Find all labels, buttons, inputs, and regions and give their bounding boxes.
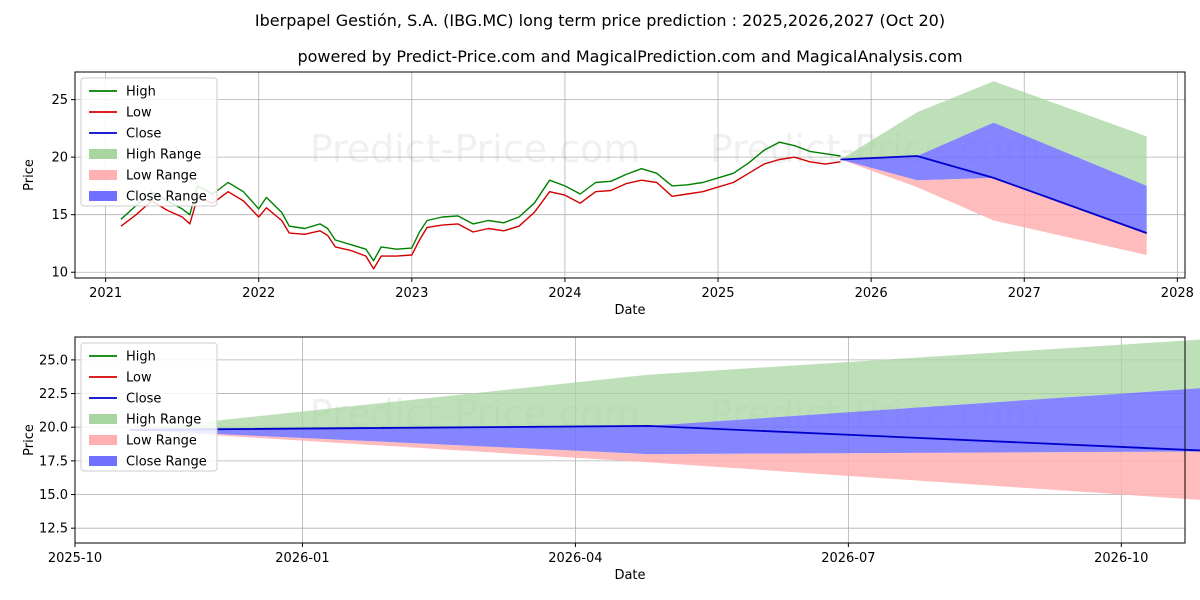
x-tick-label: 2026 [855, 286, 888, 301]
y-tick-label: 22.5 [39, 387, 68, 402]
high-range-band [129, 339, 1200, 430]
high-series-line [120, 141, 841, 262]
legend-label: Close Range [126, 455, 207, 470]
x-tick-label: 2028 [1161, 286, 1194, 301]
legend-label: Low [126, 106, 152, 121]
y-tick-label: 25.0 [39, 353, 68, 368]
high-range-band [840, 81, 1147, 186]
close-series-line [129, 424, 1200, 452]
legend-label: Close [126, 392, 161, 407]
chart-title: Iberpapel Gestión, S.A. (IBG.MC) long te… [255, 11, 945, 30]
close-range-band [129, 388, 1200, 455]
legend-swatch-high-range [89, 149, 117, 159]
x-tick-label: 2021 [89, 286, 122, 301]
x-tick-label: 2023 [395, 286, 428, 301]
legend-label: High Range [126, 148, 201, 163]
watermark-text: Predict-Price.com [310, 127, 641, 171]
y-tick-label: 17.5 [39, 454, 68, 469]
x-tick-label: 2026-04 [548, 551, 602, 566]
y-tick-label: 10 [51, 266, 68, 281]
x-axis-label: Date [614, 568, 645, 583]
y-tick-label: 25 [51, 93, 68, 108]
y-tick-label: 15.0 [39, 488, 68, 503]
x-axis-label: Date [614, 303, 645, 318]
y-axis-label: Price [22, 424, 37, 456]
x-tick-label: 2022 [242, 286, 275, 301]
legend-label: Close Range [126, 190, 207, 205]
y-axis-label: Price [22, 159, 37, 191]
legend-swatch-close-range [89, 191, 117, 201]
x-tick-label: 2026-01 [275, 551, 329, 566]
plot-frame [74, 71, 1186, 279]
legend-label: High Range [126, 413, 201, 428]
legend-label: High [126, 85, 156, 100]
y-tick-label: 15 [51, 208, 68, 223]
low-range-band [840, 159, 1147, 255]
y-tick-label: 20.0 [39, 421, 68, 436]
x-tick-label: 2025 [701, 286, 734, 301]
legend-swatch-low-range [89, 435, 117, 445]
x-tick-label: 2026-10 [1094, 551, 1148, 566]
legend: High Low Close High Range Low Range Close Ran… [80, 77, 218, 207]
low-series-line [120, 156, 841, 270]
plot-frame [74, 336, 1186, 544]
x-tick-label: 2026-07 [821, 551, 875, 566]
x-tick-label: 2025-10 [48, 551, 102, 566]
y-tick-label: 12.5 [39, 522, 68, 537]
legend: High Low Close High Range Low Range Close Ran… [80, 342, 218, 472]
chart-subtitle: powered by Predict-Price.com and Magical… [297, 47, 962, 66]
x-tick-label: 2027 [1008, 286, 1041, 301]
top-chart: Predict-Price.comPredict-Price.com202120… [22, 71, 1194, 318]
legend-label: Low Range [126, 434, 197, 449]
legend-label: Low [126, 371, 152, 386]
close-series-line [840, 155, 1148, 234]
x-tick-label: 2024 [548, 286, 581, 301]
low-range-band [129, 429, 1200, 500]
y-tick-label: 20 [51, 151, 68, 166]
bottom-chart: Predict-Price.comPredict-Price.com2025-1… [22, 336, 1200, 583]
legend-label: Low Range [126, 169, 197, 184]
legend-label: High [126, 350, 156, 365]
legend-label: Close [126, 127, 161, 142]
legend-swatch-close-range [89, 456, 117, 466]
legend-swatch-low-range [89, 170, 117, 180]
legend-swatch-high-range [89, 414, 117, 424]
